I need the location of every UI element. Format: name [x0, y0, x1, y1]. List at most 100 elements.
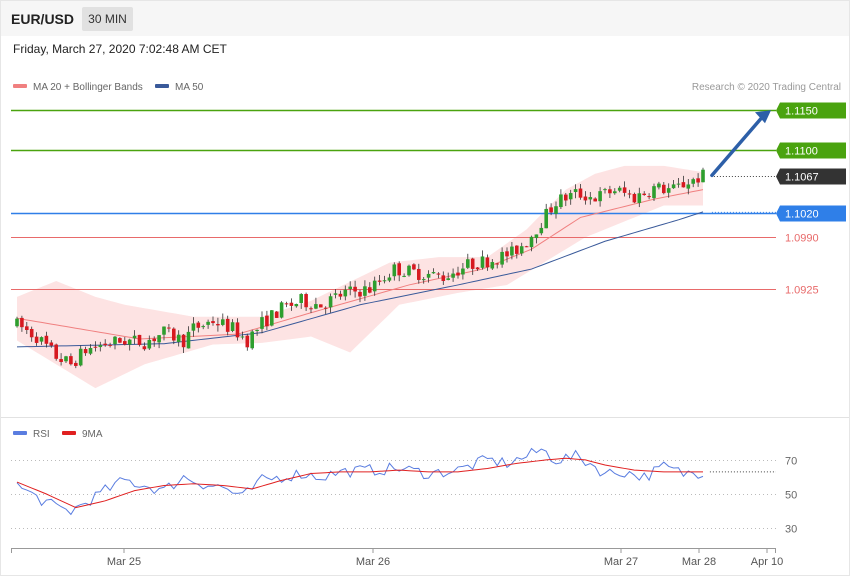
candle [29, 328, 34, 338]
candle [34, 336, 39, 343]
candle [83, 349, 88, 354]
candle [279, 302, 284, 318]
candle [377, 280, 382, 282]
candle [358, 291, 362, 297]
candle [284, 303, 289, 305]
candle [387, 277, 392, 281]
candle [64, 356, 68, 362]
rsi-tick-label: 70 [785, 456, 797, 468]
candle [583, 196, 588, 201]
rsi-line [16, 447, 704, 516]
candle [524, 246, 529, 248]
candle [338, 293, 343, 297]
candle [142, 346, 147, 350]
symbol-label: EUR/USD [11, 11, 74, 27]
candle [309, 308, 313, 310]
candle [402, 275, 406, 277]
candle [127, 339, 132, 345]
candle [681, 182, 686, 188]
candle [132, 335, 137, 339]
candle [88, 348, 93, 354]
candle [642, 193, 646, 196]
candle [15, 318, 19, 327]
candle [147, 339, 152, 349]
rsi-legend-label: RSI [33, 429, 50, 440]
candle [108, 344, 112, 346]
candle [176, 334, 181, 342]
candle [451, 273, 455, 278]
rsi-tick-label: 50 [785, 490, 797, 502]
candle [137, 334, 142, 345]
candle [353, 286, 357, 292]
candle [211, 321, 215, 324]
rsi-panel: 70 50 30 [11, 447, 797, 536]
last-level-tag [776, 168, 846, 185]
candle [529, 236, 534, 248]
candle [407, 265, 411, 276]
candle [289, 302, 294, 306]
candle [647, 196, 651, 198]
candle [480, 256, 485, 268]
candle [662, 184, 666, 194]
candle [152, 338, 156, 342]
resistance-level-label: 1.1150 [785, 106, 818, 118]
candle [500, 251, 504, 265]
candle [466, 259, 470, 268]
candle [74, 362, 78, 366]
candle [123, 341, 127, 345]
candle [426, 273, 431, 278]
candle [564, 194, 568, 201]
candle [475, 267, 480, 270]
candle [446, 278, 450, 280]
resistance-level-tag [776, 142, 846, 159]
forecast-arrow-line [710, 114, 765, 178]
candle [59, 359, 63, 362]
candle [265, 315, 269, 327]
candle [534, 234, 539, 239]
candle [319, 304, 323, 308]
candle [485, 257, 490, 268]
support-level-label: 1.0925 [785, 285, 819, 297]
candle [299, 294, 303, 304]
candle [323, 307, 328, 309]
candle [157, 335, 161, 343]
forecast-arrowhead [755, 110, 771, 124]
candle [328, 296, 333, 308]
timeframe-badge[interactable] [82, 7, 133, 31]
pivot-level-tag [776, 205, 846, 222]
candle [255, 329, 259, 332]
time-tick-label: Mar 27 [604, 556, 638, 568]
candle [113, 336, 117, 345]
candle [637, 193, 642, 203]
candle [490, 262, 495, 269]
candle [225, 318, 230, 332]
rsi-ma-legend-label: 9MA [82, 429, 103, 440]
candle [294, 304, 299, 307]
candle [201, 326, 205, 328]
candle [701, 169, 705, 183]
candle [103, 343, 107, 346]
time-tick-label: Apr 10 [751, 556, 783, 568]
candle [250, 331, 254, 349]
candle [118, 338, 122, 343]
candle [230, 322, 235, 331]
candle [519, 246, 524, 254]
candle [245, 335, 250, 348]
candle [676, 183, 681, 185]
candle [554, 206, 558, 214]
candle [617, 187, 622, 191]
header-bar [1, 1, 849, 36]
candle [632, 193, 637, 203]
rsi-legend-swatch [13, 431, 27, 435]
candle [304, 294, 308, 308]
candle [441, 275, 446, 281]
candle [162, 326, 166, 335]
candle [544, 208, 548, 229]
candle [603, 189, 607, 191]
candle [172, 328, 176, 341]
candle [392, 264, 397, 277]
candle [186, 331, 191, 349]
candle [196, 322, 201, 328]
ma50-legend-label: MA 50 [175, 82, 204, 93]
candle [559, 194, 563, 208]
